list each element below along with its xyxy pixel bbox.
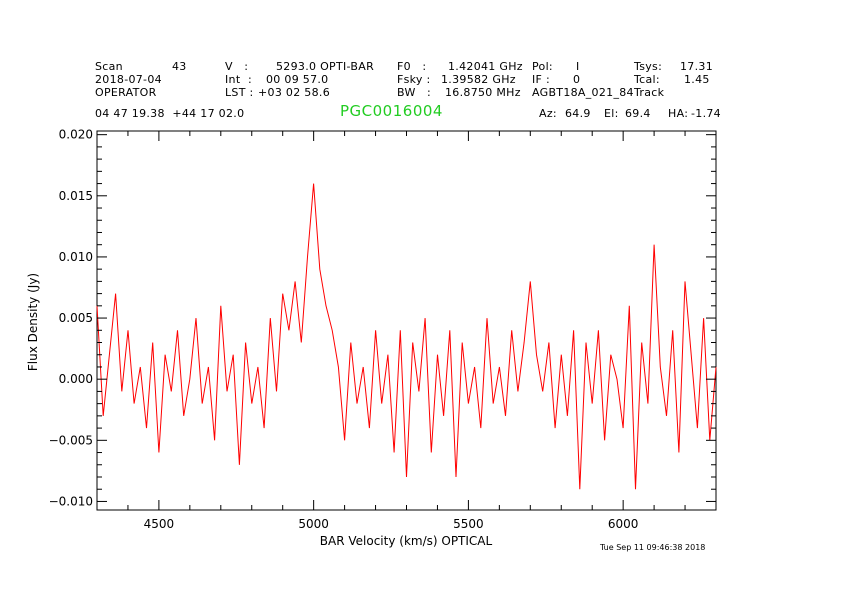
x-tick-label: 4500: [144, 517, 175, 531]
y-tick-label: 0.000: [59, 372, 93, 386]
y-tick-label: −0.005: [49, 433, 93, 447]
object-name: PGC0016004: [340, 102, 443, 120]
tcal-label: Tcal:: [634, 73, 660, 86]
ha-value: -1.74: [691, 107, 721, 120]
v-label: V :: [225, 60, 249, 73]
x-tick-label: 6000: [608, 517, 639, 531]
int-label: Int :: [225, 73, 253, 86]
y-tick-label: 0.015: [59, 189, 93, 203]
y-axis-label: Flux Density (Jy): [26, 273, 40, 371]
if-value: 0: [573, 73, 581, 86]
series-layer: [96, 183, 717, 490]
plot-border: [96, 130, 717, 511]
bw-label: BW :: [397, 86, 432, 99]
tsys-label: Tsys:: [634, 60, 663, 73]
az-label: Az:: [539, 107, 557, 120]
fsky-label: Fsky :: [397, 73, 431, 86]
ha-label: HA:: [668, 107, 689, 120]
plot-frame: [96, 130, 717, 511]
scan-value: 43: [172, 60, 187, 73]
tsys-value: 17.31: [680, 60, 713, 73]
scan-label: Scan: [95, 60, 123, 73]
lst-value: +03 02 58.6: [258, 86, 330, 99]
tcal-value: 1.45: [684, 73, 710, 86]
if-label: IF :: [532, 73, 550, 86]
f0-value: 1.42041 GHz: [448, 60, 523, 73]
coords-value: 04 47 19.38 +44 17 02.0: [95, 107, 245, 120]
date-value: 2018-07-04: [95, 73, 162, 86]
y-tick-label: 0.005: [59, 311, 93, 325]
y-tick-label: 0.020: [59, 128, 93, 142]
session-value: AGBT18A_021_84: [532, 86, 634, 99]
pol-label: Pol:: [532, 60, 553, 73]
x-tick-label: 5000: [298, 517, 329, 531]
ticks-layer: 4500 5000 5500 6000 −0.010 −0.005 0.000 0.005 0.…: [49, 128, 717, 531]
series-line-0: [96, 183, 717, 490]
x-axis-label: BAR Velocity (km/s) OPTICAL: [320, 534, 493, 548]
y-tick-label: −0.010: [49, 494, 93, 508]
fsky-value: 1.39582 GHz: [441, 73, 516, 86]
x-tick-label: 5500: [453, 517, 484, 531]
f0-label: F0 :: [397, 60, 427, 73]
lst-label: LST :: [225, 86, 254, 99]
timestamp: Tue Sep 11 09:46:38 2018: [600, 543, 706, 552]
el-value: 69.4: [625, 107, 651, 120]
pol-value: I: [576, 60, 580, 73]
az-value: 64.9: [565, 107, 591, 120]
el-label: El:: [604, 107, 619, 120]
bw-value: 16.8750 MHz: [445, 86, 521, 99]
mode-value: Track: [634, 86, 665, 99]
v-value: 5293.0 OPTI-BAR: [276, 60, 375, 73]
operator-value: OPERATOR: [95, 86, 157, 99]
y-tick-label: 0.010: [59, 250, 93, 264]
int-value: 00 09 57.0: [266, 73, 329, 86]
